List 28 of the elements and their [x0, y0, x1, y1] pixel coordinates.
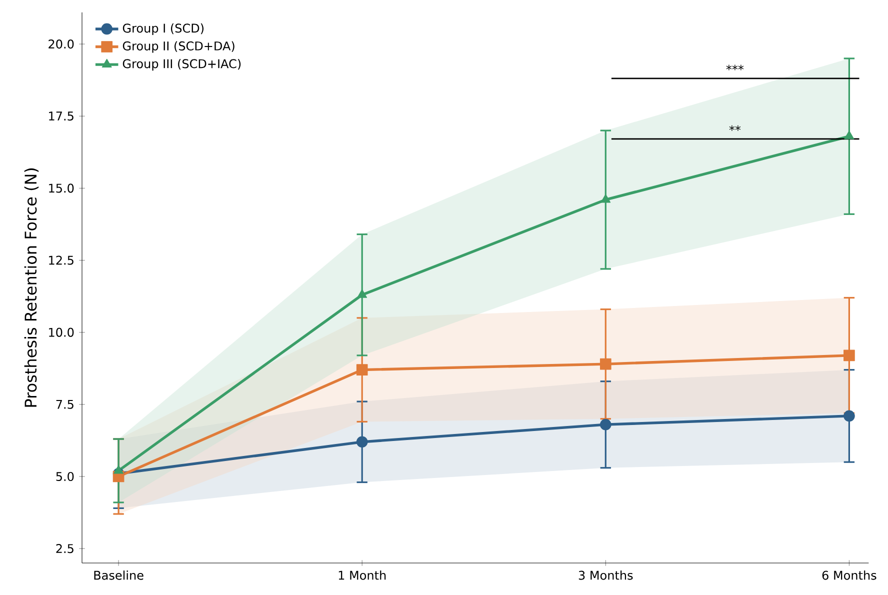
legend-label: Group II (SCD+DA) [122, 41, 234, 53]
point [114, 465, 124, 474]
y-tick-label: 15.0 [49, 184, 74, 193]
point [844, 410, 855, 422]
point [356, 364, 368, 376]
point [600, 358, 612, 370]
y-tick-label: 20.0 [48, 39, 74, 49]
annotation: *** [726, 64, 744, 70]
point [844, 350, 855, 362]
y-tick-label: 5.0 [56, 472, 74, 482]
x-tick-label: 3 Months [578, 570, 633, 580]
point [357, 289, 368, 298]
legend-label: Group I (SCD) [122, 23, 204, 36]
y-tick-label: 17.5 [49, 112, 74, 121]
x-tick-label: Baseline [94, 570, 144, 580]
legend-label: Group III (SCD+IAC) [122, 58, 241, 71]
x-tick-label: 6 Months [822, 570, 876, 580]
point [844, 130, 854, 140]
x-tick-label: 1 Month [338, 570, 386, 580]
point [600, 418, 612, 430]
annotation: ** [729, 125, 741, 131]
point [600, 194, 611, 203]
y-tick-label: 7.5 [56, 400, 74, 409]
y-tick-label: 2.5 [56, 544, 74, 554]
y-tick-label: 10.0 [49, 328, 74, 337]
y-axis-title: Prosthesis Retention Force (N) [24, 168, 39, 407]
y-tick-label: 12.5 [49, 256, 74, 265]
point [356, 436, 368, 448]
